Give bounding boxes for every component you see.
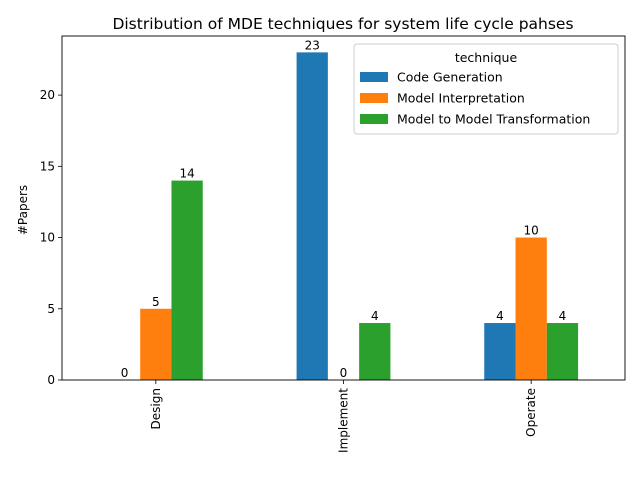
bar (484, 323, 516, 380)
bar-value-label: 23 (305, 38, 320, 52)
bar-value-label: 10 (524, 224, 539, 238)
bar (140, 308, 172, 380)
bar (171, 180, 203, 380)
bar-value-label: 14 (179, 167, 194, 181)
y-axis: 0 5 10 15 20 (40, 88, 62, 387)
bar-value-label: 0 (340, 366, 348, 380)
bar-value-label: 4 (371, 309, 379, 323)
plot-frame (61, 35, 626, 381)
bar (359, 323, 391, 380)
y-axis-label: #Papers (16, 185, 30, 235)
bar (515, 237, 547, 380)
y-tick-label: 5 (47, 302, 55, 316)
legend: technique Code Generation Model Interpreta… (353, 43, 619, 135)
y-tick-label: 20 (40, 88, 55, 102)
legend-entry-label: Model to Model Transformation (397, 112, 590, 127)
x-tick-label: Implement (337, 388, 351, 453)
legend-swatch (360, 72, 388, 82)
legend-entry-label: Code Generation (397, 70, 503, 85)
bars-group (140, 52, 579, 380)
bar-value-label: 4 (559, 309, 567, 323)
legend-frame (353, 43, 619, 135)
legend-entry-label: Model Interpretation (397, 91, 525, 106)
bar-value-label: 4 (496, 309, 504, 323)
bar-labels-group: 0 5 14 23 0 4 4 10 4 (121, 38, 567, 380)
legend-swatch (360, 93, 388, 103)
y-tick-label: 0 (47, 373, 55, 387)
y-tick-label: 10 (40, 231, 55, 245)
legend-title: technique (455, 50, 518, 65)
chart-title: Distribution of MDE techniques for syste… (112, 15, 573, 33)
y-tick-label: 15 (40, 159, 55, 173)
bar (296, 52, 328, 380)
x-axis: Design Implement Operate (149, 380, 538, 453)
bar-value-label: 5 (152, 295, 160, 309)
legend-swatch (360, 114, 388, 124)
bar-value-label: 0 (121, 366, 129, 380)
bar (546, 323, 579, 380)
x-tick-label: Operate (524, 388, 538, 437)
x-tick-label: Design (149, 388, 163, 429)
